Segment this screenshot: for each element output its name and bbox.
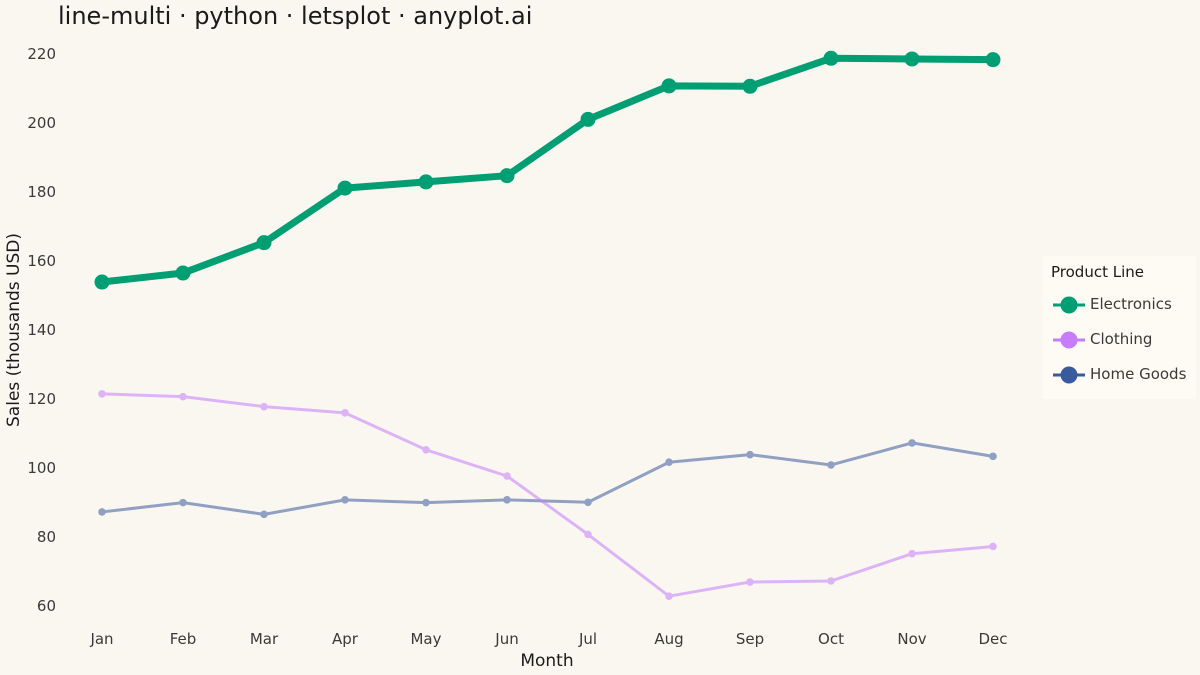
data-point-home-goods bbox=[260, 510, 268, 519]
legend-key-clothing bbox=[1053, 331, 1085, 349]
data-point-electronics bbox=[94, 274, 110, 290]
legend-label-home-goods: Home Goods bbox=[1090, 365, 1187, 383]
y-tick-label: 80 bbox=[37, 528, 56, 546]
data-point-clothing bbox=[665, 592, 673, 600]
series-home-goods bbox=[98, 439, 997, 519]
legend-item-home-goods: Home Goods bbox=[1051, 362, 1196, 388]
y-axis-title: Sales (thousands USD) bbox=[4, 233, 24, 427]
data-point-clothing bbox=[341, 409, 349, 417]
legend-title: Product Line bbox=[1051, 263, 1144, 281]
legend-label-electronics: Electronics bbox=[1090, 295, 1172, 313]
data-point-electronics bbox=[175, 265, 191, 281]
x-tick-label: Jul bbox=[578, 630, 597, 648]
series-line-home-goods bbox=[100, 441, 995, 516]
data-point-home-goods bbox=[746, 450, 754, 459]
x-tick-label: Aug bbox=[654, 630, 683, 648]
x-tick-label: Feb bbox=[170, 630, 197, 648]
legend-key-electronics bbox=[1053, 296, 1085, 314]
data-point-electronics bbox=[985, 52, 1001, 68]
x-tick-label: Jun bbox=[494, 630, 518, 648]
data-point-home-goods bbox=[503, 496, 511, 504]
y-tick-label: 200 bbox=[27, 114, 56, 132]
data-point-clothing bbox=[827, 577, 835, 585]
x-axis-ticks: Jan Feb Mar Apr May Jun Jul Aug Sep Oct Nov Dec bbox=[89, 630, 1007, 648]
legend-item-clothing: Clothing bbox=[1051, 327, 1196, 353]
x-tick-label: Oct bbox=[818, 630, 844, 648]
data-point-home-goods bbox=[665, 458, 673, 467]
x-tick-label: Apr bbox=[332, 630, 359, 648]
data-point-clothing bbox=[422, 445, 430, 454]
data-point-home-goods bbox=[422, 498, 430, 507]
series-line-clothing bbox=[100, 392, 995, 598]
data-point-electronics bbox=[823, 50, 839, 66]
y-tick-label: 160 bbox=[27, 252, 56, 270]
data-point-electronics bbox=[661, 78, 677, 94]
y-tick-label: 180 bbox=[27, 183, 56, 201]
data-point-home-goods bbox=[584, 498, 592, 507]
data-point-clothing bbox=[989, 542, 997, 551]
y-axis-ticks: 60 80 100 120 140 160 180 200 220 bbox=[27, 45, 56, 615]
legend-key-home-goods bbox=[1053, 366, 1085, 384]
data-point-electronics bbox=[256, 235, 272, 251]
legend-label-clothing: Clothing bbox=[1090, 330, 1153, 348]
series-clothing bbox=[98, 390, 997, 600]
y-tick-label: 220 bbox=[27, 45, 56, 63]
data-point-electronics bbox=[418, 174, 434, 190]
series-layer bbox=[94, 50, 1001, 600]
y-tick-label: 60 bbox=[37, 597, 56, 615]
data-point-electronics bbox=[904, 51, 920, 67]
data-point-home-goods bbox=[827, 461, 835, 469]
data-point-home-goods bbox=[908, 439, 916, 447]
legend-item-electronics: Electronics bbox=[1051, 292, 1196, 318]
data-point-home-goods bbox=[341, 496, 349, 504]
x-tick-label: Jan bbox=[89, 630, 113, 648]
data-point-electronics bbox=[337, 180, 353, 196]
y-tick-label: 100 bbox=[27, 459, 56, 477]
data-point-electronics bbox=[742, 78, 758, 94]
data-point-clothing bbox=[260, 402, 268, 411]
chart-title: line-multi · python · letsplot · anyplot… bbox=[58, 2, 533, 30]
x-tick-label: Sep bbox=[736, 630, 764, 648]
data-point-home-goods bbox=[179, 498, 187, 507]
data-point-clothing bbox=[503, 472, 511, 480]
x-tick-label: Nov bbox=[897, 630, 926, 648]
x-tick-label: Mar bbox=[250, 630, 279, 648]
data-point-clothing bbox=[746, 578, 754, 586]
x-tick-label: Dec bbox=[978, 630, 1007, 648]
data-point-clothing bbox=[908, 549, 916, 558]
x-axis-title: Month bbox=[520, 651, 573, 671]
series-electronics bbox=[94, 50, 1001, 290]
data-point-home-goods bbox=[989, 452, 997, 461]
data-point-clothing bbox=[584, 530, 592, 539]
data-point-electronics bbox=[499, 168, 515, 184]
data-point-home-goods bbox=[98, 508, 106, 516]
data-point-clothing bbox=[98, 390, 106, 398]
series-line-electronics bbox=[98, 54, 997, 286]
data-point-electronics bbox=[580, 111, 596, 127]
x-tick-label: May bbox=[410, 630, 441, 648]
y-tick-label: 120 bbox=[27, 390, 56, 408]
data-point-clothing bbox=[179, 392, 187, 401]
y-tick-label: 140 bbox=[27, 321, 56, 339]
legend: Product Line Electronics Clothing Home G… bbox=[1043, 256, 1196, 399]
